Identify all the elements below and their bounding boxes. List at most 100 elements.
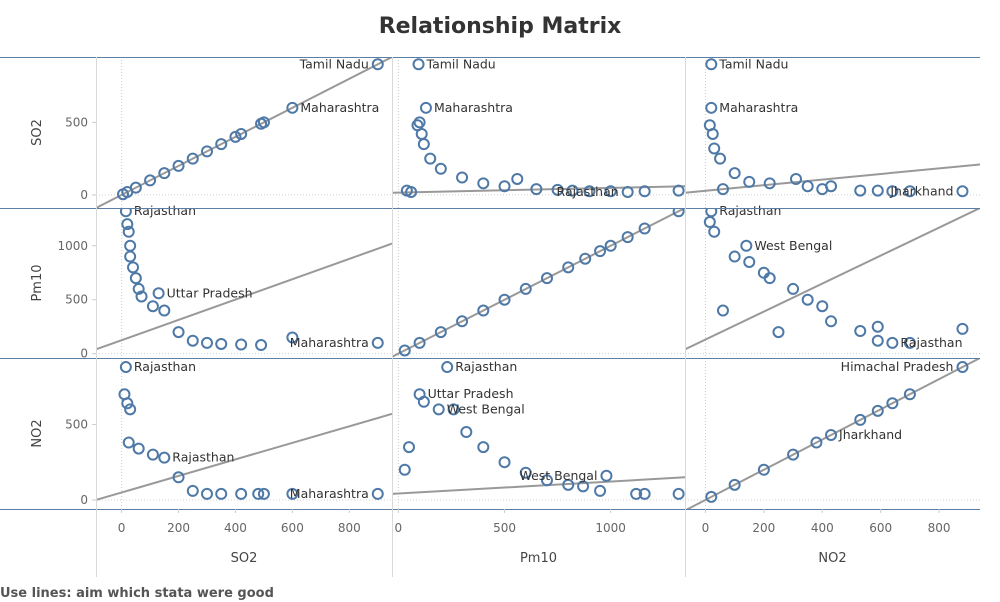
x-tick-label: 0 (702, 521, 710, 535)
data-point (604, 185, 617, 198)
point-label: Himachal Pradesh (841, 359, 954, 374)
data-point (801, 180, 814, 193)
data-point (705, 101, 718, 114)
data-point (398, 463, 411, 476)
data-point (577, 480, 590, 493)
data-point (638, 222, 651, 235)
data-point (956, 322, 969, 335)
data-point (215, 487, 228, 500)
data-point (201, 487, 213, 500)
point-label: West Bengal (519, 468, 597, 483)
data-point (498, 456, 511, 469)
data-point (186, 334, 199, 347)
data-point (477, 304, 490, 317)
point-label: Rajasthan (900, 335, 962, 350)
data-point (886, 397, 899, 410)
x-tick-label: 400 (811, 521, 834, 535)
data-point (638, 185, 651, 198)
data-point (402, 441, 415, 454)
point-label: West Bengal (754, 238, 832, 253)
data-point (460, 425, 473, 438)
data-point (121, 397, 134, 410)
x-axis-title: NO2 (818, 551, 846, 566)
data-point (124, 239, 137, 252)
data-point (705, 490, 718, 503)
y-tick-label: 500 (65, 293, 88, 307)
y-tick-label: 0 (80, 188, 88, 202)
y-axis-title: SO2 (30, 119, 45, 146)
point-label: Rajasthan (557, 184, 619, 199)
data-point (119, 208, 132, 218)
data-point (705, 208, 718, 218)
data-point (728, 478, 741, 491)
trend-line (685, 208, 980, 351)
x-axis-title: SO2 (231, 551, 258, 566)
point-label: Jharkhand (838, 427, 902, 442)
data-point (583, 185, 596, 198)
data-point (886, 185, 899, 198)
point-label: Uttar Pradesh (167, 285, 253, 300)
data-point (257, 487, 270, 500)
data-point (432, 403, 445, 416)
point-label: Maharashtra (290, 335, 369, 350)
data-point (789, 172, 802, 185)
data-point (129, 272, 142, 285)
data-point (708, 225, 721, 238)
point-label: Rajasthan (134, 203, 196, 218)
data-point (122, 436, 135, 449)
data-point (152, 287, 165, 300)
y-tick-label: 500 (65, 417, 88, 431)
data-point (540, 474, 553, 487)
data-point (728, 250, 741, 263)
data-point (415, 127, 428, 140)
data-point (417, 395, 430, 408)
data-point (122, 225, 135, 238)
data-point (201, 145, 213, 158)
data-point (456, 315, 469, 328)
data-point (255, 117, 268, 130)
data-point (530, 183, 543, 196)
data-point (579, 252, 592, 265)
data-point (743, 255, 756, 268)
data-point (757, 463, 770, 476)
x-tick-label: 600 (281, 521, 304, 535)
data-point (706, 127, 719, 140)
data-point (801, 293, 814, 306)
data-point (871, 334, 884, 347)
data-point (956, 361, 969, 374)
data-point (854, 413, 867, 426)
data-point (413, 116, 426, 129)
point-label: Tamil Nadu (718, 56, 788, 71)
trend-line (685, 358, 980, 509)
data-point (119, 361, 132, 374)
data-point (716, 304, 729, 317)
data-point (215, 337, 228, 350)
data-point (158, 304, 171, 317)
data-point (621, 186, 634, 199)
data-point (519, 282, 532, 295)
point-label: Tamil Nadu (426, 56, 496, 71)
data-point (371, 336, 384, 349)
data-point (708, 142, 721, 155)
point-label: Rajasthan (172, 450, 234, 465)
data-point (672, 208, 685, 218)
x-tick-label: 600 (869, 521, 892, 535)
data-point (135, 290, 148, 303)
data-point (146, 448, 159, 461)
x-tick-label: 500 (493, 521, 516, 535)
x-tick-label: 400 (224, 521, 247, 535)
x-tick-label: 200 (167, 521, 190, 535)
x-tick-label: 1000 (595, 521, 626, 535)
data-point (215, 138, 228, 151)
trend-line (392, 476, 685, 495)
point-label: Jharkhand (889, 183, 953, 198)
point-label: Maharashtra (719, 100, 798, 115)
data-point (825, 315, 838, 328)
data-point (787, 282, 800, 295)
data-point (621, 231, 634, 244)
data-point (434, 326, 447, 339)
data-point (413, 336, 426, 349)
point-label: Rajasthan (455, 359, 517, 374)
x-tick-label: 800 (338, 521, 361, 535)
